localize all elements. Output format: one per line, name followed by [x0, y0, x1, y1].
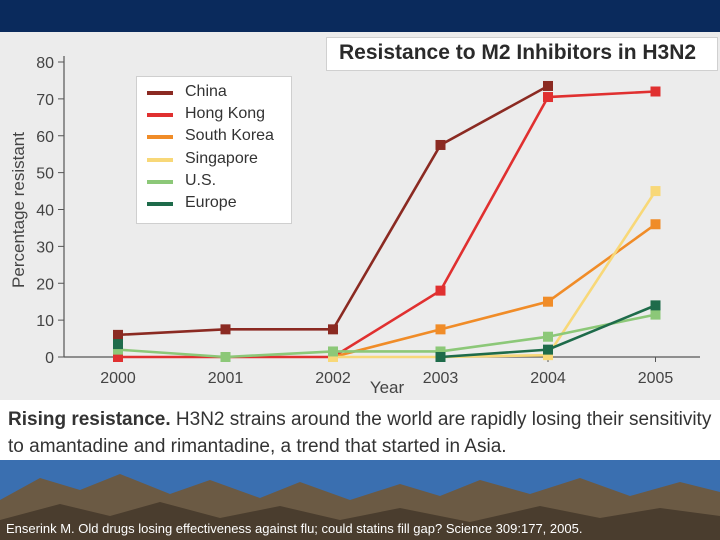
data-point-singapore [543, 350, 553, 361]
data-point-u-s [113, 344, 123, 355]
data-point-u-s [220, 352, 231, 362]
y-tick-label: 40 [36, 203, 54, 220]
legend-swatch [147, 202, 173, 206]
y-tick-label: 20 [36, 276, 54, 293]
series-line-u-s [117, 313, 656, 359]
data-point-europe [650, 300, 661, 311]
x-axis-label: Year [370, 378, 405, 397]
legend-swatch [147, 113, 173, 118]
data-point-south-korea [435, 324, 446, 335]
series-layer [113, 80, 661, 362]
data-point-europe [435, 352, 446, 362]
chart-title: Resistance to M2 Inhibitors in H3N2 [339, 41, 697, 64]
data-point-hong-kong [113, 352, 123, 362]
mountain-graphic [0, 460, 720, 540]
y-tick-label: 30 [36, 239, 54, 256]
data-point-europe [543, 344, 553, 355]
legend-swatch [147, 179, 173, 184]
legend-label: South Korea [185, 127, 274, 145]
data-point-hong-kong [650, 86, 661, 97]
x-tick-label: 2001 [208, 370, 244, 387]
y-tick-label: 0 [45, 350, 54, 367]
figure-caption: Rising resistance. H3N2 strains around t… [8, 406, 716, 460]
data-point-u-s [650, 309, 661, 320]
data-point-china [328, 324, 338, 335]
data-point-u-s [328, 346, 338, 357]
chart-title-box: Resistance to M2 Inhibitors in H3N2 [326, 37, 718, 71]
line-chart: 0 10 20 30 40 50 60 70 80 2000 2001 2002 2003 2004 200… [9, 55, 700, 397]
legend-label: Hong Kong [185, 105, 266, 123]
mountain-footer [0, 460, 720, 540]
data-point-south-korea [543, 296, 553, 307]
x-tick-label: 2002 [315, 370, 351, 387]
data-point-hong-kong [435, 285, 446, 296]
series-line-south-korea [332, 223, 657, 359]
data-point-china [435, 139, 446, 150]
y-tick-label: 60 [36, 129, 54, 146]
source-citation: Enserink M. Old drugs losing effectivene… [6, 521, 583, 536]
legend-label: U.S. [185, 171, 217, 189]
data-point-china [543, 80, 553, 91]
x-tick-label: 2003 [423, 370, 459, 387]
legend-swatch [147, 157, 173, 162]
slide-top-bar [0, 0, 720, 32]
data-point-singapore [650, 186, 661, 197]
legend-label: China [185, 83, 227, 100]
legend-swatch [147, 91, 173, 95]
legend-label: Europe [185, 194, 237, 211]
data-point-south-korea [650, 219, 661, 230]
legend-label: Singapore [185, 149, 258, 167]
data-point-china [220, 324, 231, 335]
chart-legend: China Hong Kong South Korea Singapore U.S. Eu… [136, 76, 292, 224]
legend-swatch [147, 135, 173, 140]
data-point-china [113, 329, 123, 340]
x-tick-label: 2005 [638, 370, 674, 387]
y-axis-label: Percentage resistant [9, 132, 28, 288]
x-tick-label: 2000 [100, 370, 136, 387]
y-tick-label: 80 [36, 55, 54, 72]
data-point-europe [113, 339, 123, 350]
data-point-u-s [435, 346, 446, 357]
axis-layer: 0 10 20 30 40 50 60 70 80 2000 2001 2002 2003 2004 200… [36, 55, 700, 387]
data-point-u-s [543, 331, 553, 342]
caption-lead: Rising resistance. [8, 409, 171, 430]
x-tick-label: 2004 [530, 370, 566, 387]
data-point-singapore [328, 352, 338, 362]
caption-text: H3N2 strains around the world are rapidl… [8, 409, 712, 457]
y-tick-label: 50 [36, 166, 54, 183]
data-point-hong-kong [543, 92, 553, 103]
series-line-singapore [333, 190, 657, 359]
y-tick-label: 70 [36, 92, 54, 109]
y-tick-label: 10 [36, 313, 54, 330]
